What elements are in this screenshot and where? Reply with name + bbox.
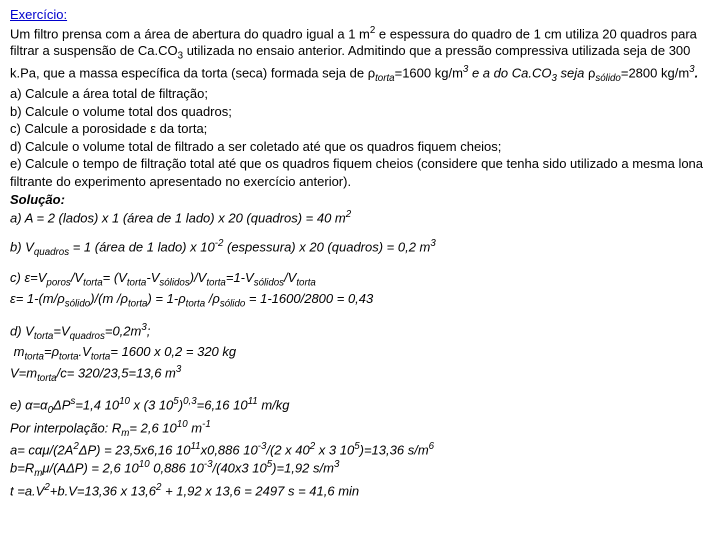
solution-c-line2: ε= 1-(m/ρsólido)/(m /ρtorta) = 1-ρtorta … [10, 290, 710, 311]
solution-a: a) A = 2 (lados) x 1 (área de 1 lado) x … [10, 208, 710, 227]
item-d: d) Calcule o volume total de filtrado a … [10, 138, 710, 156]
solution-d-line3: V=mtorta/c= 320/23,5=13,6 m3 [10, 363, 710, 385]
solution-c-line1: c) ε=Vporos/Vtorta= (Vtorta-Vsólidos)/Vt… [10, 269, 710, 290]
solution-b: b) Vquadros = 1 (área de 1 lado) x 10-2 … [10, 237, 710, 259]
item-e: e) Calcule o tempo de filtração total at… [10, 155, 710, 190]
solution-heading: Solução: [10, 191, 710, 209]
exercise-title: Exercício: [10, 7, 67, 22]
solution-e-line3: a= cαμ/(2A2ΔP) = 23,5x6,16 1011x0,886 10… [10, 440, 710, 459]
solution-d-line1: d) Vtorta=Vquadros=0,2m3; [10, 321, 710, 343]
solution-e-line1: e) α=α0ΔPs=1,4 1010 x (3 105)0,3=6,16 10… [10, 395, 710, 417]
solution-e-line4: b=Rmμ/(AΔP) = 2,6 1010 0,886 10-3/(40x3 … [10, 458, 710, 480]
item-a: a) Calcule a área total de filtração; [10, 85, 710, 103]
item-c: c) Calcule a porosidade ε da torta; [10, 120, 710, 138]
solution-d-line2: mtorta=ρtorta.Vtorta= 1600 x 0,2 = 320 k… [10, 343, 710, 364]
solution-e-line5: t =a.V2+b.V=13,36 x 13,62 + 1,92 x 13,6 … [10, 481, 710, 500]
item-b: b) Calcule o volume total dos quadros; [10, 103, 710, 121]
problem-text: Um filtro prensa com a área de abertura … [10, 24, 710, 86]
solution-e-line2: Por interpolação: Rm= 2,6 1010 m-1 [10, 418, 710, 440]
